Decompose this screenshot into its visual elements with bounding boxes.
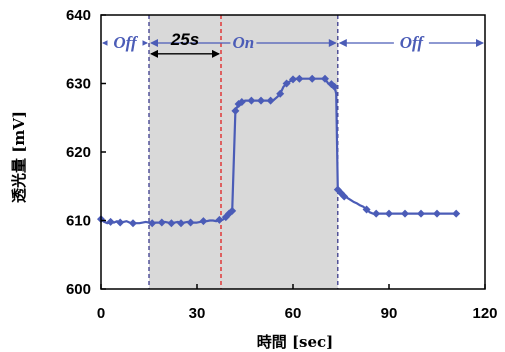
data-point-13 bbox=[228, 206, 237, 215]
data-point-10 bbox=[215, 215, 224, 224]
annotation-arrowhead-left bbox=[150, 49, 158, 58]
data-point-1 bbox=[106, 217, 115, 226]
data-point-7 bbox=[177, 219, 185, 228]
x-tick-label-1: 30 bbox=[189, 305, 206, 322]
state-arrowhead-left-1 bbox=[150, 39, 158, 47]
annotation-layer: 25s bbox=[150, 30, 220, 58]
data-point-30 bbox=[340, 192, 349, 201]
state-arrowhead-right-2 bbox=[476, 39, 484, 47]
state-arrowhead-right-1 bbox=[328, 39, 337, 47]
data-point-37 bbox=[452, 209, 461, 218]
state-arrows: Off On Off bbox=[102, 33, 484, 52]
data-point-3 bbox=[129, 219, 137, 228]
shaded-on-region bbox=[149, 15, 338, 289]
data-point-20 bbox=[276, 89, 285, 98]
x-axis-title: 時間 [sec] bbox=[257, 333, 334, 351]
state-label-0: Off bbox=[113, 33, 139, 52]
data-point-27 bbox=[330, 82, 339, 91]
data-point-14 bbox=[231, 106, 240, 115]
data-point-9 bbox=[199, 217, 208, 226]
y-tick-label-0: 600 bbox=[66, 281, 91, 298]
state-label-1: On bbox=[233, 33, 255, 52]
x-tick-label-2: 60 bbox=[285, 305, 302, 322]
data-point-4 bbox=[148, 219, 157, 228]
data-point-33 bbox=[385, 209, 393, 218]
state-label-2: Off bbox=[400, 33, 426, 52]
annotation-arrowhead-right bbox=[212, 49, 220, 58]
x-tick-label-4: 120 bbox=[472, 305, 497, 322]
data-point-34 bbox=[401, 209, 409, 218]
y-tick-label-2: 620 bbox=[66, 144, 91, 161]
tick-labels: 600 610 620 630 640 0 30 60 90 120 bbox=[66, 7, 498, 322]
series-layer bbox=[97, 74, 461, 228]
data-point-6 bbox=[167, 219, 176, 228]
y-tick-label-3: 630 bbox=[66, 76, 91, 93]
data-point-35 bbox=[417, 209, 425, 218]
data-point-5 bbox=[157, 218, 166, 227]
data-point-21 bbox=[282, 79, 291, 88]
data-point-23 bbox=[295, 74, 304, 83]
data-point-18 bbox=[257, 96, 265, 105]
data-point-8 bbox=[186, 218, 195, 227]
data-point-17 bbox=[247, 96, 256, 105]
state-label-bg-2 bbox=[393, 33, 429, 49]
data-point-19 bbox=[266, 96, 275, 105]
annotation-label: 25s bbox=[170, 30, 199, 49]
data-point-32 bbox=[372, 209, 381, 218]
data-point-2 bbox=[116, 218, 125, 227]
data-point-36 bbox=[433, 209, 441, 218]
state-label-bg-0 bbox=[107, 33, 143, 49]
data-point-22 bbox=[289, 75, 297, 84]
x-tick-label-0: 0 bbox=[97, 305, 105, 322]
data-point-25 bbox=[321, 74, 329, 83]
state-arrowhead-left-2 bbox=[338, 39, 347, 47]
data-point-24 bbox=[308, 74, 317, 83]
data-point-16 bbox=[237, 97, 246, 106]
data-point-31 bbox=[362, 205, 371, 214]
ticks bbox=[100, 14, 486, 290]
y-axis-title: 透光量 [mV] bbox=[10, 111, 28, 203]
y-tick-label-1: 610 bbox=[66, 213, 91, 230]
state-label-bg-1 bbox=[230, 33, 257, 49]
x-tick-label-3: 90 bbox=[381, 305, 398, 322]
y-tick-label-4: 640 bbox=[66, 7, 91, 24]
